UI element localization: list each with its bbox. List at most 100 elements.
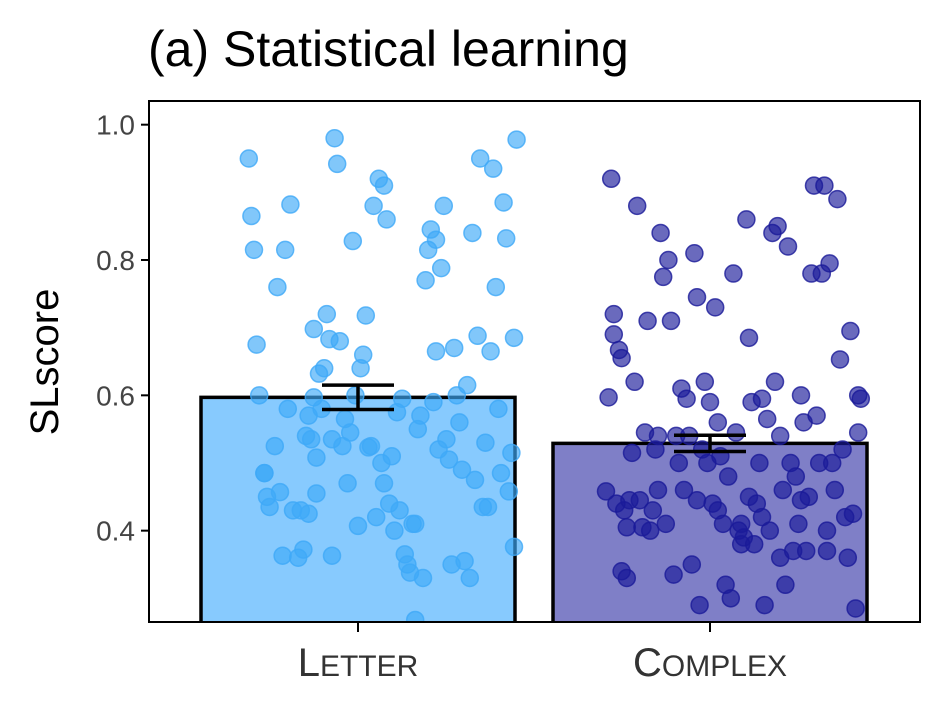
data-point-complex <box>617 568 637 588</box>
data-point-letter <box>343 231 363 251</box>
data-point-letter <box>455 551 474 571</box>
data-point-letter <box>382 446 402 466</box>
data-point-complex <box>838 548 858 567</box>
data-point-letter <box>346 386 365 405</box>
data-point-letter <box>385 521 404 540</box>
data-point-letter <box>504 537 524 557</box>
data-point-letter <box>322 546 342 565</box>
y-tick-label: 0.8 <box>96 245 135 276</box>
data-point-complex <box>651 223 670 243</box>
data-point-letter <box>470 149 490 168</box>
data-point-complex <box>731 514 751 534</box>
data-point-letter <box>333 436 352 456</box>
data-point-letter <box>426 342 446 361</box>
data-point-complex <box>643 501 663 520</box>
data-point-complex <box>848 423 868 442</box>
data-point-letter <box>353 345 373 364</box>
data-point-complex <box>757 409 777 429</box>
data-point-letter <box>478 497 498 517</box>
data-point-complex <box>640 521 660 540</box>
data-point-complex <box>778 237 798 256</box>
data-point-complex <box>612 348 631 368</box>
data-point-complex <box>820 254 839 273</box>
y-tick-label: 1.0 <box>96 110 135 141</box>
data-point-letter <box>434 196 454 216</box>
data-point-complex <box>625 372 644 392</box>
data-point-letter <box>377 210 396 229</box>
data-point-letter <box>273 546 292 565</box>
data-point-letter <box>405 514 425 534</box>
data-point-letter <box>468 326 487 346</box>
data-point-complex <box>690 595 709 615</box>
data-point-letter <box>465 470 485 490</box>
data-point-complex <box>705 298 725 317</box>
data-point-letter <box>268 277 287 297</box>
data-point-complex <box>796 541 816 561</box>
data-point-complex <box>708 501 728 520</box>
data-point-letter <box>242 206 261 226</box>
data-point-letter <box>281 195 300 214</box>
data-point-letter <box>327 154 347 174</box>
data-point-complex <box>695 372 715 392</box>
data-point-letter <box>491 463 511 483</box>
data-point-letter <box>340 423 360 442</box>
data-point-complex <box>789 514 808 534</box>
data-point-complex <box>724 264 743 283</box>
data-point-complex <box>604 325 624 344</box>
data-point-letter <box>489 399 508 419</box>
data-point-letter <box>325 128 344 148</box>
data-point-complex <box>807 406 826 425</box>
data-point-complex <box>596 482 616 501</box>
data-point-letter <box>361 436 381 456</box>
error-bar-complex <box>674 433 746 454</box>
data-point-letter <box>416 271 435 290</box>
data-point-complex <box>843 504 863 523</box>
data-point-letter <box>483 159 503 178</box>
data-point-letter <box>330 331 350 351</box>
data-point-complex <box>617 518 637 537</box>
data-point-complex <box>656 514 676 534</box>
data-point-complex <box>677 389 696 408</box>
data-point-letter <box>299 504 318 523</box>
data-point-letter <box>496 229 516 248</box>
y-axis-label: SLscore <box>23 289 67 436</box>
data-point-letter <box>348 516 368 536</box>
data-point-complex <box>622 443 642 463</box>
data-point-complex <box>822 453 842 473</box>
data-point-complex <box>721 589 741 608</box>
plot-area <box>148 100 921 623</box>
data-point-complex <box>739 328 759 348</box>
data-point-letter <box>437 430 456 449</box>
x-tick-label-letter: LETTER <box>298 641 419 685</box>
data-point-letter <box>424 392 443 412</box>
x-axis: LETTER COMPLEX <box>298 622 787 685</box>
data-point-complex <box>599 388 618 407</box>
data-point-letter <box>426 230 446 249</box>
data-point-letter <box>390 501 409 520</box>
data-point-letter <box>374 474 394 493</box>
bar-complex <box>551 441 869 622</box>
data-point-letter <box>486 277 506 297</box>
data-point-letter <box>304 319 324 339</box>
data-point-complex <box>825 480 845 500</box>
data-point-letter <box>356 306 376 325</box>
data-point-complex <box>638 311 657 331</box>
data-point-letter <box>413 568 433 588</box>
data-point-complex <box>815 176 834 195</box>
data-point-complex <box>817 521 837 540</box>
data-point-letter <box>499 482 519 501</box>
data-point-letter <box>494 193 513 212</box>
data-point-letter <box>439 450 459 469</box>
data-point-complex <box>770 426 790 446</box>
data-point-complex <box>687 287 707 307</box>
y-tick-label: 0.6 <box>96 380 135 411</box>
data-point-letter <box>452 460 472 480</box>
data-point-letter <box>255 463 274 483</box>
data-point-complex <box>687 490 707 510</box>
data-point-letter <box>307 448 326 467</box>
data-point-complex <box>755 595 774 615</box>
data-point-letter <box>314 359 334 378</box>
data-point-letter <box>450 413 469 432</box>
data-point-letter <box>239 149 259 168</box>
data-point-complex <box>685 243 704 263</box>
